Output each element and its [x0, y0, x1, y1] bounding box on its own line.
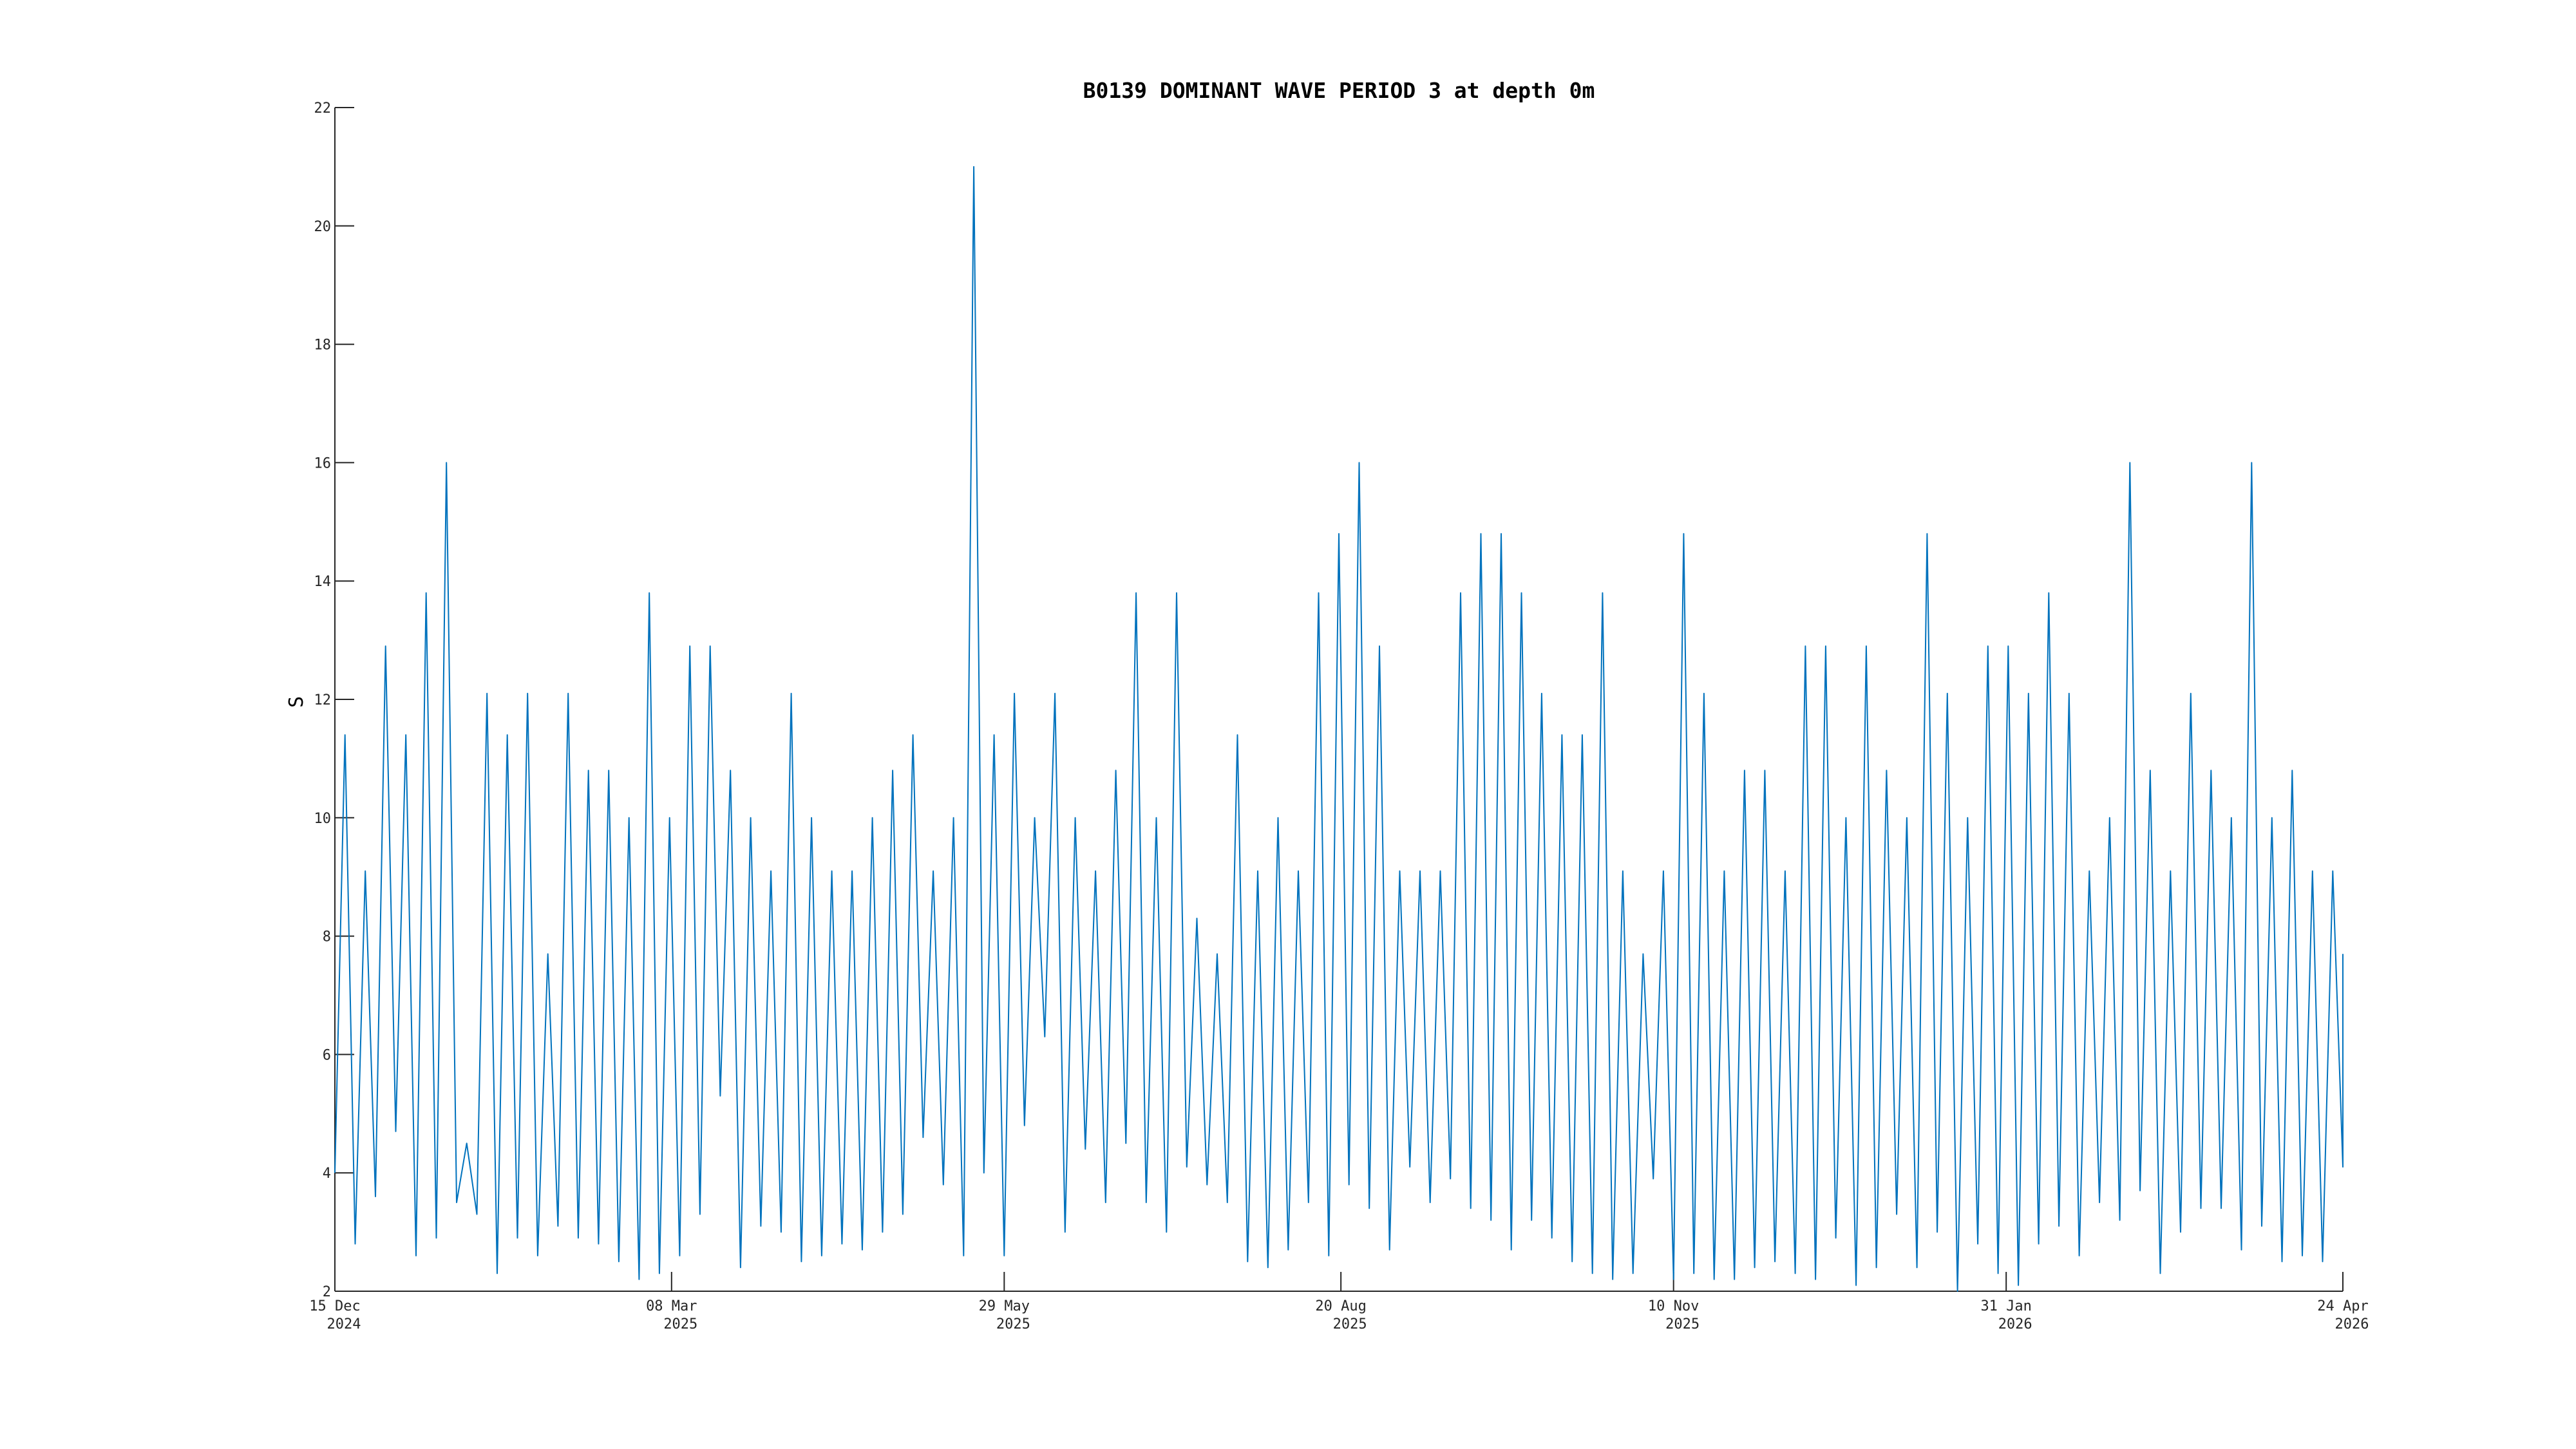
- y-axis-label: S: [285, 696, 308, 708]
- y-tick-label: 2: [323, 1284, 331, 1300]
- y-tick-label: 20: [314, 219, 332, 235]
- y-tick-label: 10: [314, 811, 332, 827]
- y-tick-label: 14: [314, 574, 332, 590]
- y-tick-label: 12: [314, 692, 332, 708]
- x-tick-year-label: 2025: [996, 1316, 1030, 1332]
- data-series-line: [334, 166, 2344, 1292]
- x-tick-year-label: 2025: [663, 1316, 697, 1332]
- x-tick-year-label: 2025: [1333, 1316, 1367, 1332]
- y-tick-label: 18: [314, 337, 332, 354]
- x-tick-label: 10 Nov: [1648, 1298, 1699, 1314]
- y-tick-label: 16: [314, 455, 332, 471]
- axes: 2 4 6 8 10 12 14 16 18 20 22 15 Dec 2024 08 Mar 2025 29…: [309, 100, 2369, 1332]
- x-tick-label: 20 Aug: [1315, 1298, 1366, 1314]
- plot-area: [334, 166, 2344, 1292]
- y-tick-label: 8: [323, 929, 331, 945]
- x-tick-label: 24 Apr: [2317, 1298, 2368, 1314]
- y-tick-label: 4: [323, 1166, 331, 1182]
- x-tick-year-label: 2026: [2335, 1316, 2369, 1332]
- x-tick-year-label: 2026: [1998, 1316, 2032, 1332]
- x-tick-year-label: 2025: [1665, 1316, 1700, 1332]
- x-tick-label: 29 May: [979, 1298, 1030, 1314]
- x-tick-year-label: 2024: [327, 1316, 361, 1332]
- x-tick-label: 15 Dec: [309, 1298, 360, 1314]
- x-tick-label: 08 Mar: [646, 1298, 697, 1314]
- y-tick-label: 6: [323, 1047, 331, 1063]
- y-tick-label: 22: [314, 100, 332, 117]
- x-tick-label: 31 Jan: [1980, 1298, 2031, 1314]
- chart-title: B0139 DOMINANT WAVE PERIOD 3 at depth 0m: [1083, 78, 1595, 103]
